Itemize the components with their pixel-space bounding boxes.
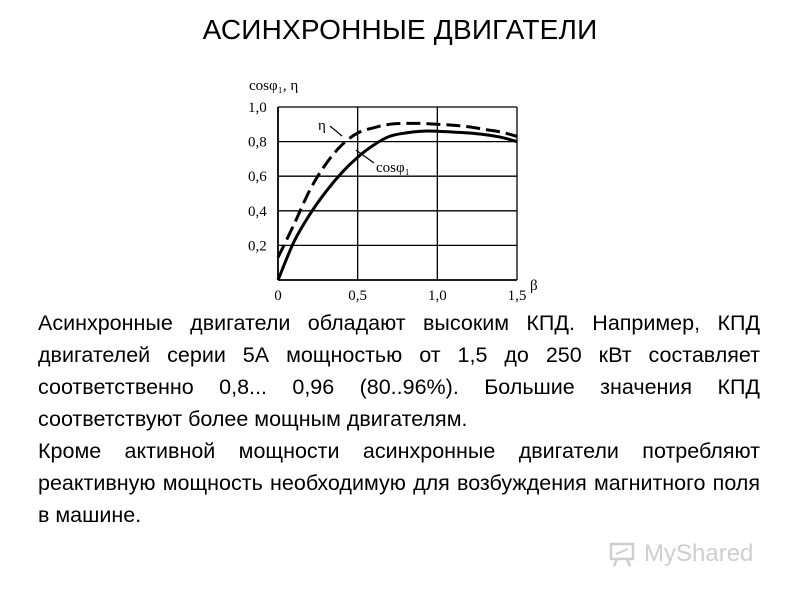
x-tick-label-0: 0 bbox=[274, 288, 282, 304]
slide-title: АСИНХРОННЫЕ ДВИГАТЕЛИ bbox=[202, 14, 598, 45]
paragraph-efficiency: Асинхронные двигатели обладают высоким К… bbox=[38, 311, 760, 431]
efficiency-chart: 0,2 0,4 0,6 0,8 1,0 0 0,5 1,0 1,5 cosφ₁, η β η cosφ₁ bbox=[248, 78, 538, 304]
y-tick-label-4: 1,0 bbox=[248, 100, 267, 116]
leader-line-cosphi bbox=[355, 149, 375, 164]
y-tick-label-2: 0,6 bbox=[248, 169, 267, 185]
x-tick-label-3: 1,5 bbox=[508, 288, 527, 304]
chart-axes bbox=[277, 107, 517, 281]
leader-line-eta bbox=[329, 125, 343, 137]
watermark-text: MyShared bbox=[644, 540, 754, 567]
y-tick-label-3: 0,8 bbox=[248, 135, 267, 151]
x-axis-title: β bbox=[530, 278, 538, 294]
body-text: Асинхронные двигатели обладают высоким К… bbox=[38, 307, 760, 531]
x-tick-label-1: 0,5 bbox=[348, 288, 367, 304]
y-tick-label-1: 0,4 bbox=[248, 204, 267, 220]
chart-series bbox=[276, 121, 518, 281]
series-label-cosphi: cosφ₁ bbox=[376, 160, 410, 176]
y-axis-title: cosφ₁, η bbox=[249, 78, 298, 94]
y-tick-label-0: 0,2 bbox=[248, 238, 267, 254]
presentation-board-icon bbox=[609, 542, 635, 567]
series-line-eta bbox=[276, 121, 518, 259]
paragraph-reactive-power: Кроме активной мощности асинхронные двиг… bbox=[38, 439, 760, 527]
series-line-cosphi bbox=[276, 129, 518, 281]
series-label-eta: η bbox=[318, 118, 326, 134]
watermark: MyShared bbox=[608, 538, 753, 570]
chart-labels: 0,2 0,4 0,6 0,8 1,0 0 0,5 1,0 1,5 cosφ₁, η β η cosφ₁ bbox=[248, 78, 538, 304]
x-tick-label-2: 1,0 bbox=[428, 288, 447, 304]
